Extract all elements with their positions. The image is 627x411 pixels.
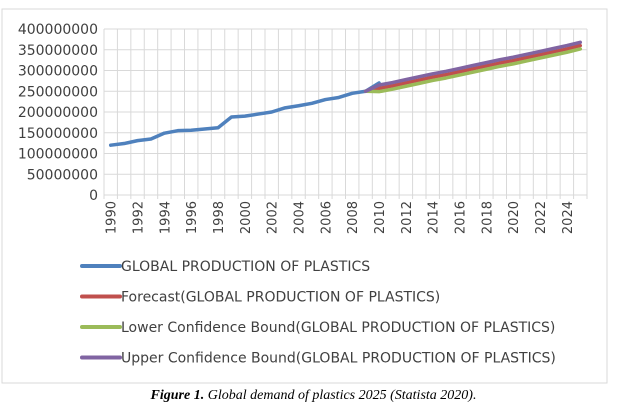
figure-label: Figure 1. <box>150 388 205 403</box>
x-tick-label: 2024 <box>561 201 576 234</box>
series-line-3 <box>363 47 583 94</box>
legend-label: Lower Confidence Bound(GLOBAL PRODUCTION… <box>121 320 555 336</box>
y-axis-ticks: 0 50000000 100000000 150000000 200000000 2500… <box>18 22 98 204</box>
x-tick-label: 1992 <box>132 201 147 234</box>
x-tick-label: 1990 <box>105 201 120 234</box>
x-tick-label: 2010 <box>373 201 388 234</box>
y-tick-label: 50000000 <box>27 167 98 183</box>
x-tick-label: 2022 <box>534 201 549 234</box>
series-line-4 <box>363 40 583 93</box>
x-tick-label: 2006 <box>319 201 334 234</box>
y-tick-label: 350000000 <box>18 43 98 59</box>
series-lines <box>108 40 583 147</box>
x-tick-label: 2016 <box>454 201 469 234</box>
y-tick-label: 100000000 <box>18 147 98 163</box>
figure-caption-text: Global demand of plastics 2025 (Statista… <box>204 388 477 403</box>
x-tick-label: 2008 <box>346 201 361 234</box>
series-line-1 <box>108 81 381 147</box>
y-tick-label: 150000000 <box>18 126 98 142</box>
y-tick-label: 400000000 <box>18 22 98 38</box>
x-tick-label: 1994 <box>158 201 173 234</box>
x-tick-label: 2012 <box>400 201 415 234</box>
y-tick-label: 200000000 <box>18 105 98 121</box>
x-tick-label: 2018 <box>480 201 495 234</box>
x-axis-ticks: 1990 1992 1994 1996 1998 2000 2002 2004 2006 2008… <box>105 201 576 234</box>
legend-label: Upper Confidence Bound(GLOBAL PRODUCTION… <box>121 351 556 367</box>
x-tick-label: 1996 <box>185 201 200 234</box>
y-tick-label: 300000000 <box>18 64 98 80</box>
x-tick-label: 2004 <box>293 201 308 234</box>
x-tick-label: 1998 <box>212 201 227 234</box>
x-tick-label: 2014 <box>427 201 442 234</box>
x-tick-label: 2002 <box>266 201 281 234</box>
legend-label: GLOBAL PRODUCTION OF PLASTICS <box>121 259 370 275</box>
figure-caption: Figure 1. Global demand of plastics 2025… <box>0 388 627 404</box>
gridlines <box>103 28 588 199</box>
y-tick-label: 0 <box>89 188 98 204</box>
series-line-2 <box>363 43 583 93</box>
legend: GLOBAL PRODUCTION OF PLASTICS Forecast(GL… <box>80 259 556 367</box>
x-tick-label: 2020 <box>507 201 522 234</box>
x-tick-label: 2000 <box>239 201 254 234</box>
chart: 0 50000000 100000000 150000000 200000000 2500… <box>1 8 608 384</box>
legend-label: Forecast(GLOBAL PRODUCTION OF PLASTICS) <box>121 290 440 306</box>
y-tick-label: 250000000 <box>18 84 98 100</box>
